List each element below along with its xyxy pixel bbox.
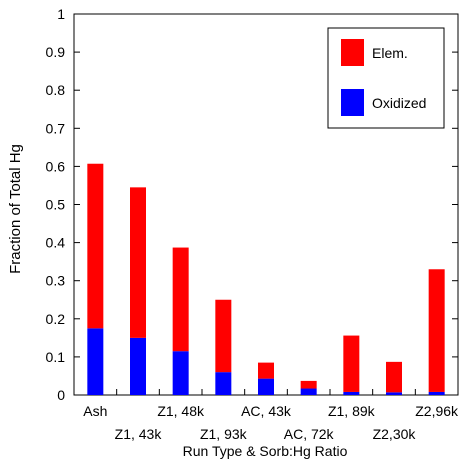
bar-oxidized	[130, 337, 146, 395]
y-tick-label: 0.9	[46, 44, 66, 60]
y-tick-label: 0.4	[46, 235, 66, 251]
bar-oxidized	[300, 388, 317, 395]
x-axis: Ash Z1, 43k Z1, 48k Z1, 93k AC, 43k AC, 72k Z1…	[83, 389, 459, 442]
x-tick-label: Z1, 89k	[328, 403, 376, 419]
bar-elem	[215, 299, 232, 373]
bar-oxidized	[343, 391, 360, 395]
bar-elem	[343, 335, 360, 392]
x-tick-label: AC, 43k	[241, 403, 292, 419]
bar-oxidized	[258, 378, 274, 395]
legend-label: Oxidized	[372, 95, 426, 111]
x-tick-label: Z1, 43k	[115, 426, 163, 442]
y-tick-label: 0.3	[46, 273, 66, 289]
x-tick-label: Z1, 93k	[200, 426, 248, 442]
x-tick-label: Z2,30k	[373, 426, 417, 442]
bar-elem	[130, 187, 146, 338]
bar-oxidized	[87, 328, 104, 395]
bar-elem	[300, 380, 317, 389]
y-tick-label: 1	[57, 6, 65, 22]
bar-oxidized	[386, 392, 402, 395]
y-axis: 0 0.1 0.2 0.3 0.4 0.5 0.6 0.7 0.8 0.9 1	[46, 6, 458, 403]
y-tick-label: 0.1	[46, 349, 66, 365]
y-tick-label: 0.7	[46, 120, 66, 136]
y-tick-label: 0.8	[46, 82, 66, 98]
bars	[87, 163, 445, 395]
legend-swatch	[341, 89, 364, 116]
bar-elem	[386, 361, 402, 393]
bar-oxidized	[215, 372, 232, 395]
y-tick-label: 0	[57, 387, 65, 403]
bar-elem	[87, 163, 104, 329]
bar-elem	[428, 269, 445, 392]
x-tick-label: Z1, 48k	[157, 403, 205, 419]
x-axis-label: Run Type & Sorb:Hg Ratio	[183, 443, 348, 459]
y-tick-label: 0.2	[46, 311, 66, 327]
y-axis-label: Fraction of Total Hg	[7, 144, 24, 274]
x-tick-label: Ash	[83, 403, 107, 419]
legend-swatch	[341, 39, 364, 66]
bar-elem	[258, 362, 274, 379]
legend-label: Elem.	[372, 45, 408, 61]
x-tick-label: Z2,96k	[415, 403, 459, 419]
legend: Elem. Oxidized	[327, 27, 445, 129]
y-tick-label: 0.5	[46, 197, 66, 213]
bar-oxidized	[428, 391, 445, 395]
y-tick-label: 0.6	[46, 158, 66, 174]
bar-oxidized	[172, 351, 189, 395]
bar-elem	[172, 247, 189, 352]
x-tick-label: AC, 72k	[284, 426, 335, 442]
